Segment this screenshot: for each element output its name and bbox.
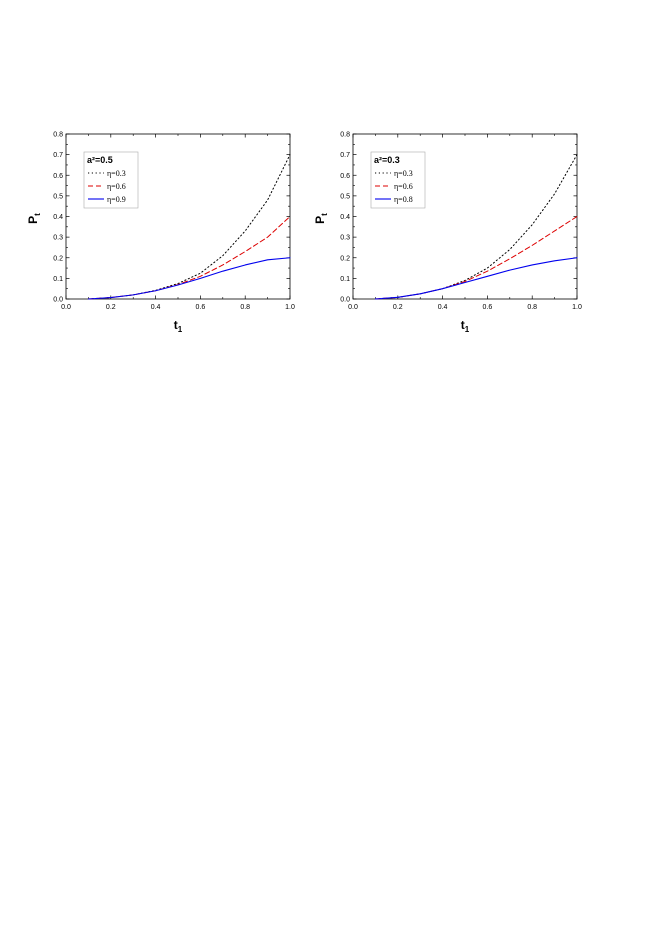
- legend-label-3: η=0.9: [107, 195, 126, 204]
- y-tick-label: 0.0: [53, 297, 63, 304]
- legend-title: a²=0.5: [87, 155, 113, 165]
- y-tick-label: 0.3: [340, 235, 350, 242]
- y-tick-label: 0.2: [340, 255, 350, 262]
- series-line-1: [87, 154, 291, 300]
- y-tick-label: 0.5: [53, 193, 63, 200]
- y-tick-label: 0.5: [340, 193, 350, 200]
- x-tick-label: 1.0: [285, 304, 295, 311]
- x-tick-label: 0.0: [348, 304, 358, 311]
- y-tick-label: 0.1: [53, 276, 63, 283]
- y-tick-label: 0.7: [340, 152, 350, 159]
- y-tick-label: 0.1: [340, 276, 350, 283]
- legend: a²=0.3 η=0.3 η=0.6 η=0.8: [370, 151, 426, 209]
- legend-label-2: η=0.6: [107, 182, 126, 191]
- legend-box: [370, 151, 426, 209]
- x-axis-title: t1: [461, 318, 470, 334]
- plot-frame: [352, 133, 578, 300]
- y-axis-title: Pt: [313, 213, 329, 224]
- x-tick-label: 0.4: [151, 304, 161, 311]
- legend-label-3: η=0.8: [394, 195, 413, 204]
- x-tick-label: 0.6: [483, 304, 493, 311]
- legend-label-1: η=0.3: [107, 169, 126, 178]
- x-tick-label: 0.2: [106, 304, 116, 311]
- x-axis-title-sub: 1: [178, 325, 183, 334]
- series-line-3: [87, 257, 291, 300]
- series-line-1: [374, 154, 578, 300]
- series-line-2: [87, 216, 291, 300]
- y-tick-label: 0.3: [53, 235, 63, 242]
- x-tick-label: 0.8: [527, 304, 537, 311]
- x-tick-label: 0.6: [196, 304, 206, 311]
- x-tick-label: 0.8: [240, 304, 250, 311]
- y-axis-title-sub: t: [33, 213, 42, 216]
- y-axis-title-sub: t: [320, 213, 329, 216]
- y-axis-title: Pt: [26, 213, 42, 224]
- legend-title: a²=0.3: [374, 155, 400, 165]
- legend: a²=0.5 η=0.3 η=0.6 η=0.9: [83, 151, 139, 209]
- x-axis-title-sub: 1: [465, 325, 470, 334]
- legend-box: [83, 151, 139, 209]
- series-line-3: [374, 257, 578, 300]
- series-line-2: [374, 216, 578, 300]
- x-tick-label: 1.0: [572, 304, 582, 311]
- y-tick-label: 0.8: [53, 132, 63, 139]
- x-tick-label: 0.0: [61, 304, 71, 311]
- x-tick-label: 0.2: [393, 304, 403, 311]
- legend-label-1: η=0.3: [394, 169, 413, 178]
- x-axis-title: t1: [174, 318, 183, 334]
- x-tick-label: 0.4: [438, 304, 448, 311]
- y-tick-label: 0.2: [53, 255, 63, 262]
- legend-label-2: η=0.6: [394, 182, 413, 191]
- y-tick-label: 0.4: [340, 214, 350, 221]
- y-tick-label: 0.4: [53, 214, 63, 221]
- y-tick-label: 0.6: [53, 173, 63, 180]
- plot-frame: [65, 133, 291, 300]
- y-tick-label: 0.8: [340, 132, 350, 139]
- y-tick-label: 0.0: [340, 297, 350, 304]
- y-tick-label: 0.6: [340, 173, 350, 180]
- y-tick-label: 0.7: [53, 152, 63, 159]
